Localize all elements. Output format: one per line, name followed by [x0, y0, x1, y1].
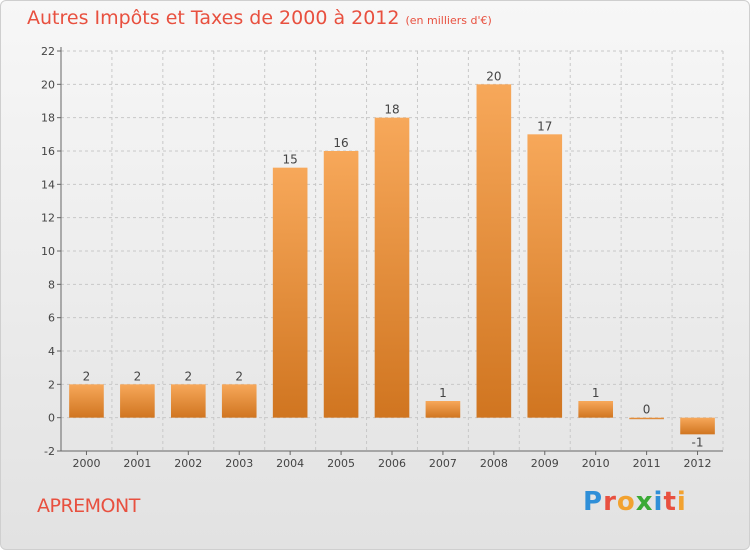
logo-letter: o	[616, 487, 636, 517]
proxiti-logo: Proxiti	[583, 487, 687, 517]
logo-letter: i	[676, 487, 687, 517]
bar	[629, 417, 664, 420]
bar	[170, 384, 206, 418]
bar	[374, 117, 410, 418]
bar-value-label: 1	[439, 386, 447, 400]
y-tick-label: 22	[41, 45, 55, 58]
town-name: APREMONT	[37, 495, 140, 517]
x-tick-label: 2012	[684, 457, 712, 470]
bar-value-label: 20	[486, 69, 501, 83]
x-tick-label: 2001	[123, 457, 151, 470]
y-tick-label: 2	[48, 378, 55, 391]
bar-value-label: 16	[333, 136, 348, 150]
logo-letter: t	[663, 487, 677, 517]
chart-title-text: Autres Impôts et Taxes de 2000 à 2012	[27, 7, 400, 29]
y-tick-label: 6	[48, 312, 55, 325]
y-tick-label: -2	[44, 445, 55, 458]
chart-unit: (en milliers d'€)	[405, 14, 492, 27]
bar	[120, 384, 155, 418]
bar-value-label: 17	[537, 119, 552, 133]
bar-value-label: 2	[134, 369, 142, 383]
x-tick-label: 2011	[633, 457, 661, 470]
x-tick-label: 2004	[276, 457, 304, 470]
logo-letter: i	[653, 487, 664, 517]
x-tick-label: 2000	[72, 457, 100, 470]
x-tick-label: 2002	[174, 457, 202, 470]
logo-letter: P	[583, 487, 604, 517]
y-tick-label: 4	[48, 345, 55, 358]
x-tick-label: 2007	[429, 457, 457, 470]
y-tick-label: 16	[41, 145, 55, 158]
x-tick-label: 2009	[531, 457, 559, 470]
bar-value-label: 15	[283, 153, 298, 167]
bar-value-label: 2	[235, 369, 243, 383]
bar	[578, 401, 614, 418]
axes	[57, 47, 723, 455]
x-tick-label: 2005	[327, 457, 355, 470]
y-tick-label: 18	[41, 112, 55, 125]
chart-title: Autres Impôts et Taxes de 2000 à 2012 (en…	[27, 7, 492, 29]
bar	[69, 384, 104, 418]
y-tick-label: 14	[41, 178, 55, 191]
bar	[221, 384, 257, 418]
y-tick-label: 0	[48, 412, 55, 425]
logo-letter: r	[603, 487, 617, 517]
y-tick-label: 20	[41, 78, 55, 91]
x-tick-label: 2003	[225, 457, 253, 470]
bar	[323, 151, 359, 418]
bar-value-label: 1	[592, 386, 600, 400]
y-tick-label: 8	[48, 278, 55, 291]
bar	[527, 134, 563, 418]
bar-value-label: 2	[184, 369, 192, 383]
bar	[476, 84, 512, 418]
y-tick-label: 12	[41, 212, 55, 225]
bar-value-label: 0	[643, 403, 651, 417]
bar-value-label: 2	[83, 369, 91, 383]
bar-value-label: 18	[384, 103, 399, 117]
labels: -202468101214161820222200022001220022200…	[41, 45, 712, 470]
x-tick-label: 2008	[480, 457, 508, 470]
bar	[680, 417, 715, 435]
y-tick-label: 10	[41, 245, 55, 258]
logo-letter: x	[635, 487, 654, 517]
bar-value-label: -1	[692, 435, 704, 449]
bar	[425, 401, 461, 418]
x-tick-label: 2010	[582, 457, 610, 470]
bar	[272, 167, 308, 418]
x-tick-label: 2006	[378, 457, 406, 470]
bars	[69, 84, 715, 435]
